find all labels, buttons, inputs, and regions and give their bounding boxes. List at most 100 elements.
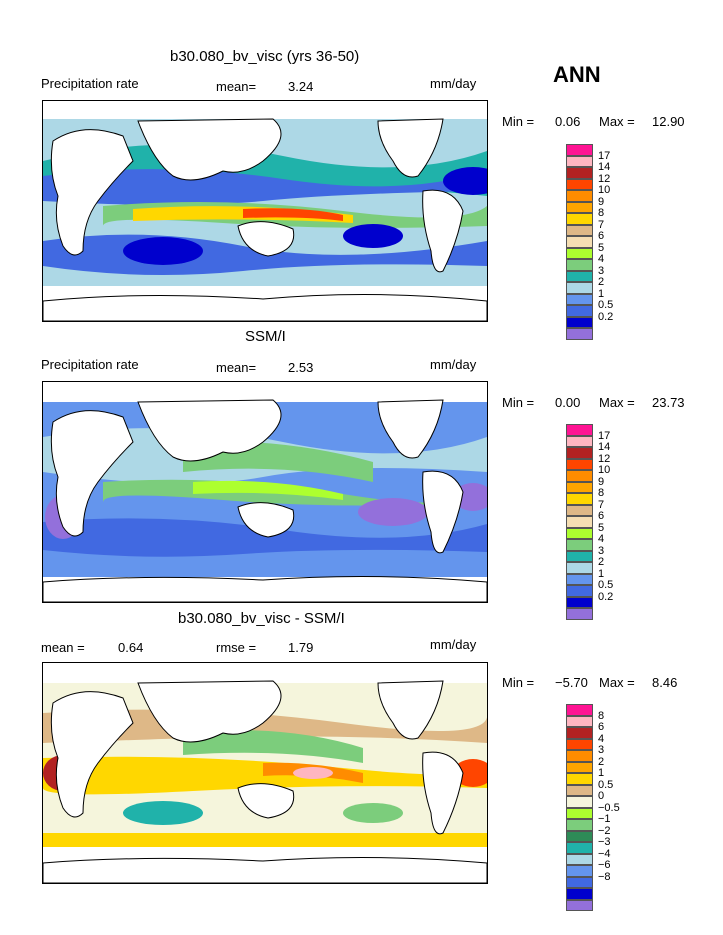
- panel-1-colorbar-tick: 4: [598, 253, 605, 265]
- panel-2-colorbar-tick: 4: [598, 533, 605, 545]
- panel-1-colorbar-swatch: [566, 190, 593, 202]
- panel-1-colorbar-tick: 0.5: [598, 299, 614, 311]
- panel-2-colorbar-tick: 2: [598, 556, 605, 568]
- panel-1-colorbar-swatch: [566, 178, 593, 190]
- panel-1-colorbar-swatch: [566, 201, 593, 213]
- panel-1-colorbar-swatch: [566, 155, 593, 167]
- panel-1-colorbar-swatch: [566, 144, 593, 156]
- panel-3-unit: mm/day: [430, 637, 477, 652]
- panel-3-colorbar-swatch: [566, 819, 593, 831]
- panel-2-mean-value: 2.53: [288, 360, 314, 375]
- panel-3-colorbar-tick: −2: [598, 824, 611, 837]
- panel-1-max-value: 12.90: [652, 114, 685, 129]
- panel-2-colorbar-tick: 6: [598, 510, 605, 522]
- panel-2-colorbar-swatch: [566, 527, 593, 539]
- panel-2-colorbar-tick: 9: [598, 475, 605, 488]
- panel-3-colorbar-swatch: [566, 807, 593, 819]
- panel-2-variable-label: Precipitation rate: [41, 357, 139, 372]
- panel-3-colorbar-tick: −6: [598, 859, 611, 871]
- panel-3-colorbar-swatch: [566, 876, 593, 888]
- panel-3-min-value: −5.70: [555, 675, 588, 690]
- panel-2-colorbar-tick: 10: [598, 464, 611, 476]
- panel-2-colorbar-tick: 12: [598, 452, 611, 465]
- panel-2-colorbar-tick: 0.5: [598, 579, 614, 591]
- panel-2-colorbar: 17 14 12 10 9 8 7 6 5 4 3 2 1 0.5 0.2: [566, 424, 613, 620]
- panel-2-colorbar-tick: 0.2: [598, 590, 614, 603]
- panel-2-colorbar-swatch: [566, 562, 593, 574]
- panel-2-colorbar-swatch: [566, 481, 593, 493]
- panel-1-colorbar-tick: 6: [598, 230, 605, 242]
- panel-2-colorbar-tick: 5: [598, 521, 605, 534]
- panel-3-colorbar-tick: 0: [598, 790, 605, 802]
- panel-1-mean-value: 3.24: [288, 79, 314, 94]
- panel-2-colorbar-tick: 17: [598, 429, 611, 442]
- panel-2-colorbar-swatch: [566, 504, 593, 516]
- panel-1-colorbar-swatch: [566, 167, 593, 179]
- panel-3-colorbar-swatch: [566, 773, 593, 785]
- panel-3-colorbar-swatch: [566, 761, 593, 773]
- panel-3-colorbar-swatch: [566, 796, 593, 808]
- panel-2-colorbar-swatch: [566, 470, 593, 482]
- panel-1-colorbar-swatch: [566, 305, 593, 317]
- panel-2-colorbar-tick: 3: [598, 544, 605, 557]
- panel-2-colorbar-tick: 7: [598, 498, 605, 511]
- panel-3-mean-label: mean =: [41, 640, 85, 655]
- panel-2-colorbar-tick: 8: [598, 487, 605, 499]
- panel-2-colorbar-swatch: [566, 424, 593, 436]
- panel-1-colorbar-swatch: [566, 282, 593, 294]
- panel-2-title: SSM/I: [245, 328, 286, 345]
- panel-3-max-label: Max =: [599, 675, 635, 690]
- panel-2-max-label: Max =: [599, 395, 635, 410]
- panel-1-min-label: Min =: [502, 114, 535, 129]
- panel-2-colorbar-swatch: [566, 447, 593, 459]
- panel-3-colorbar-swatch: [566, 727, 593, 739]
- panel-3-mean-value: 0.64: [118, 640, 144, 655]
- panel-1-colorbar: 17 14 12 10 9 8 7 6 5 4 3 2 1 0.5 0.2: [566, 144, 613, 340]
- panel-3-colorbar-tick: −1: [598, 813, 611, 825]
- panel-1-colorbar-swatch: [566, 236, 593, 248]
- panel-1-colorbar-tick: 9: [598, 195, 605, 208]
- panel-1-colorbar-tick: 0.2: [598, 310, 614, 323]
- panel-1-mean-label: mean=: [216, 79, 257, 94]
- panel-2-colorbar-swatch: [566, 608, 593, 620]
- panel-3-colorbar-tick: 1: [598, 767, 605, 779]
- panel-3-colorbar-swatch: [566, 784, 593, 796]
- panel-1-colorbar-swatch: [566, 224, 593, 236]
- panel-3-colorbar-tick: −8: [598, 870, 611, 883]
- panel-3-min-label: Min =: [502, 675, 535, 690]
- season-label: ANN: [553, 62, 601, 87]
- panel-3-colorbar-tick: 6: [598, 721, 605, 733]
- panel-3-colorbar-swatch: [566, 830, 593, 842]
- panel-2-colorbar-swatch: [566, 435, 593, 447]
- panel-1-colorbar-tick: 8: [598, 207, 605, 219]
- panel-1-colorbar-tick: 10: [598, 184, 611, 196]
- panel-3-colorbar-tick: −0.5: [598, 801, 620, 814]
- panel-1-colorbar-swatch: [566, 293, 593, 305]
- panel-1-colorbar-swatch: [566, 247, 593, 259]
- panel-3-colorbar-swatch: [566, 865, 593, 877]
- panel-3-colorbar-swatch: [566, 704, 593, 716]
- panel-2-max-value: 23.73: [652, 395, 685, 410]
- panel-2-map: [42, 381, 488, 603]
- panel-3-colorbar-swatch: [566, 750, 593, 762]
- panel-1-colorbar-tick: 14: [598, 161, 611, 173]
- panel-1-colorbar-swatch: [566, 316, 593, 328]
- panel-2-colorbar-swatch: [566, 585, 593, 597]
- panel-2-min-value: 0.00: [555, 395, 581, 410]
- panel-1-variable-label: Precipitation rate: [41, 76, 139, 91]
- panel-1-map: [42, 100, 488, 322]
- panel-1-colorbar-tick: 1: [598, 287, 605, 300]
- panel-3-colorbar-tick: 3: [598, 744, 605, 756]
- panel-1-title: b30.080_bv_visc (yrs 36-50): [170, 48, 360, 65]
- panel-1-colorbar-tick: 2: [598, 276, 605, 288]
- panel-1-colorbar-swatch: [566, 270, 593, 282]
- panel-3-colorbar-tick: −4: [598, 847, 611, 860]
- panel-3-colorbar-swatch: [566, 842, 593, 854]
- panel-3-colorbar-tick: 0.5: [598, 778, 614, 791]
- panel-2-min-label: Min =: [502, 395, 535, 410]
- panel-3-map: [42, 662, 488, 884]
- panel-3-colorbar-tick: 8: [598, 709, 605, 722]
- panel-2-colorbar-swatch: [566, 573, 593, 585]
- panel-1-colorbar-tick: 5: [598, 241, 605, 254]
- panel-2-colorbar-swatch: [566, 493, 593, 505]
